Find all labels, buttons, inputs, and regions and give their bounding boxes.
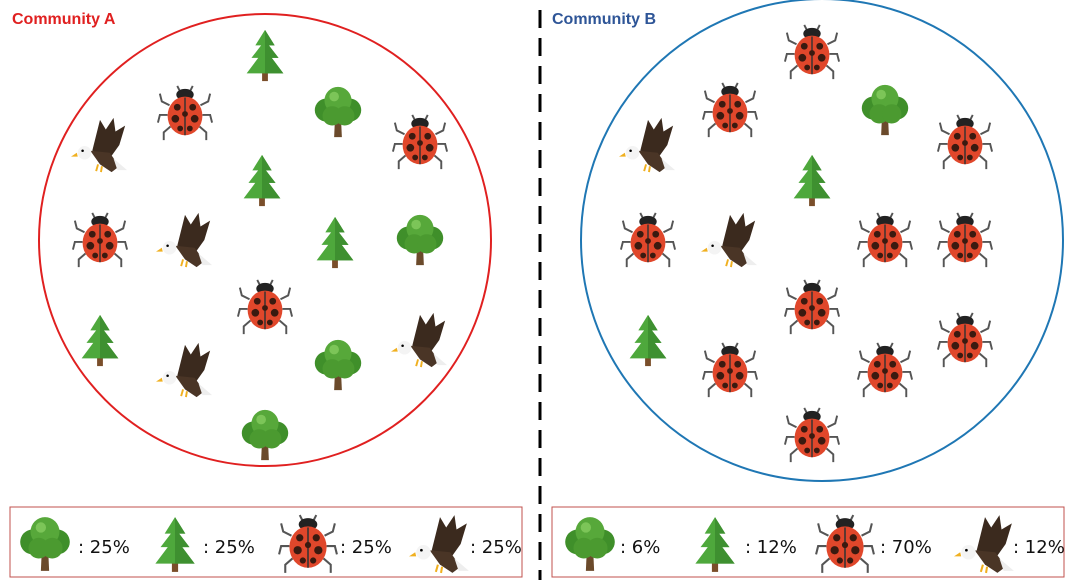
bug-icon [858,213,912,267]
diagram: Community A Community B : 25% : 25% : 25%:… [0,0,1067,580]
pine-icon [317,217,354,268]
bug-icon [703,343,757,397]
bug-icon [785,408,839,462]
bug-icon [858,343,912,397]
pine-icon [247,30,284,81]
bug-icon [73,213,127,267]
pine-icon [630,315,667,366]
bug-icon [938,213,992,267]
bug-icon [785,25,839,79]
legend-label: : 25% [340,537,392,558]
tree-icon [397,215,443,265]
legend-label: : 25% [470,537,522,558]
pine-icon [695,517,734,572]
eagle-icon [156,343,212,397]
bug-icon [816,515,874,573]
eagle-icon [71,118,127,172]
tree-icon [565,517,615,571]
pine-icon [155,517,194,572]
bug-icon [785,280,839,334]
bug-icon [703,83,757,137]
tree-icon [242,410,288,460]
eagle-icon [701,213,757,267]
bug-icon [158,86,212,140]
pine-icon [794,155,831,206]
eagle-icon [619,118,675,172]
tree-icon [862,85,908,135]
bug-icon [621,213,675,267]
legend-label: : 6% [620,537,660,558]
eagle-icon [954,515,1014,573]
legend-label: : 12% [745,537,797,558]
legend-label: : 12% [1013,537,1065,558]
page: {"communities": [ {"title": "Community A… [0,0,1067,580]
bug-icon [938,115,992,169]
community-title: Community B [552,11,656,28]
eagle-icon [156,213,212,267]
eagle-icon [391,313,447,367]
bug-icon [393,115,447,169]
tree-icon [315,87,361,137]
legend-label: : 70% [880,537,932,558]
legend-label: : 25% [203,537,255,558]
bug-icon [938,313,992,367]
eagle-icon [409,515,469,573]
pine-icon [82,315,119,366]
community-title: Community A [12,11,116,28]
legend-label: : 25% [78,537,130,558]
bug-icon [279,515,337,573]
bug-icon [238,280,292,334]
tree-icon [20,517,70,571]
pine-icon [244,155,281,206]
tree-icon [315,340,361,390]
